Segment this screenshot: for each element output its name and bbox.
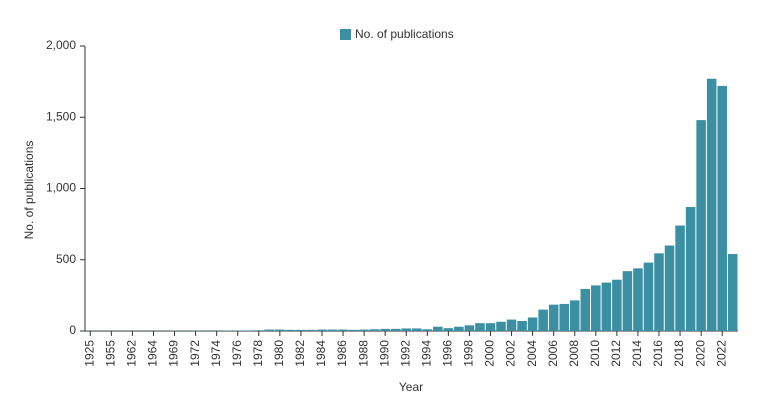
x-axis-title: Year [399, 380, 423, 394]
bar [433, 326, 443, 331]
bar [559, 303, 569, 331]
bar [591, 285, 601, 331]
y-tick-label: 1,000 [46, 181, 76, 195]
x-tick-label: 2006 [546, 340, 560, 367]
bar [527, 317, 538, 331]
bar [306, 329, 317, 331]
bar [706, 78, 717, 332]
bar [538, 309, 548, 331]
x-tick-label: 1992 [398, 340, 412, 367]
x-tick-label: 1962 [125, 340, 139, 367]
legend-swatch [340, 29, 351, 40]
bar [506, 319, 517, 331]
x-tick-label: 1964 [146, 340, 160, 367]
x-tick-label: 1972 [188, 340, 202, 367]
bar [401, 328, 411, 331]
x-tick-label: 1988 [356, 340, 370, 367]
bar [622, 271, 633, 331]
x-tick-label: 1984 [314, 340, 328, 367]
x-tick-label: 2012 [609, 340, 623, 367]
bar [412, 328, 422, 331]
bar [580, 288, 591, 331]
bar [317, 329, 327, 331]
bar [275, 329, 285, 331]
bar [475, 323, 485, 331]
bar [296, 329, 306, 331]
x-tick-label: 2020 [693, 340, 707, 367]
bar [727, 254, 738, 331]
bar [380, 328, 390, 331]
bar [548, 304, 559, 331]
bar [717, 85, 727, 332]
bar [517, 321, 527, 331]
y-tick-label: 2,000 [46, 38, 76, 52]
bar [633, 268, 643, 331]
x-tick-label: 1978 [251, 340, 265, 367]
x-tick-label: 2004 [525, 340, 539, 367]
bar [643, 262, 654, 331]
bar [485, 323, 496, 331]
x-tick-label: 1974 [209, 340, 223, 367]
x-tick-label: 1980 [272, 340, 286, 367]
x-tick-label: 2008 [567, 340, 581, 367]
x-tick-label: 2016 [651, 340, 665, 367]
bar [675, 225, 685, 331]
x-tick-label: 1996 [441, 340, 455, 367]
bar [654, 253, 664, 331]
bar [369, 329, 380, 331]
y-tick-label: 500 [56, 252, 76, 266]
bar [454, 326, 464, 331]
bar [601, 282, 612, 331]
bar [285, 329, 296, 331]
y-tick-label: 0 [69, 323, 76, 337]
bar [338, 329, 348, 331]
bar [422, 329, 433, 331]
bar [685, 207, 696, 331]
bar [464, 325, 475, 331]
y-axis-title: No. of publications [22, 141, 36, 240]
bar [327, 329, 338, 331]
bar [359, 329, 369, 331]
bar [264, 329, 275, 331]
x-tick-label: 1994 [419, 340, 433, 367]
x-tick-label: 2022 [714, 340, 728, 367]
bar [254, 330, 264, 331]
x-tick-label: 1976 [230, 340, 244, 367]
x-tick-label: 2010 [588, 340, 602, 367]
bar [612, 279, 622, 331]
y-tick-label: 1,500 [46, 109, 76, 123]
bar [390, 328, 401, 331]
legend-label: No. of publications [355, 27, 454, 41]
bar [348, 329, 359, 331]
bar [696, 120, 706, 331]
bar [496, 321, 506, 331]
x-tick-label: 1990 [377, 340, 391, 367]
x-tick-label: 2002 [504, 340, 518, 367]
bar [569, 300, 580, 331]
bar [664, 245, 675, 331]
x-tick-label: 2014 [630, 340, 644, 367]
bar [443, 328, 454, 331]
x-tick-label: 2018 [672, 340, 686, 367]
x-tick-label: 1969 [167, 340, 181, 367]
x-tick-label: 1998 [462, 340, 476, 367]
x-tick-label: 1986 [335, 340, 349, 367]
x-tick-label: 2000 [483, 340, 497, 367]
x-tick-label: 1982 [293, 340, 307, 367]
x-tick-label: 1925 [82, 340, 96, 367]
x-tick-label: 1955 [104, 340, 118, 367]
